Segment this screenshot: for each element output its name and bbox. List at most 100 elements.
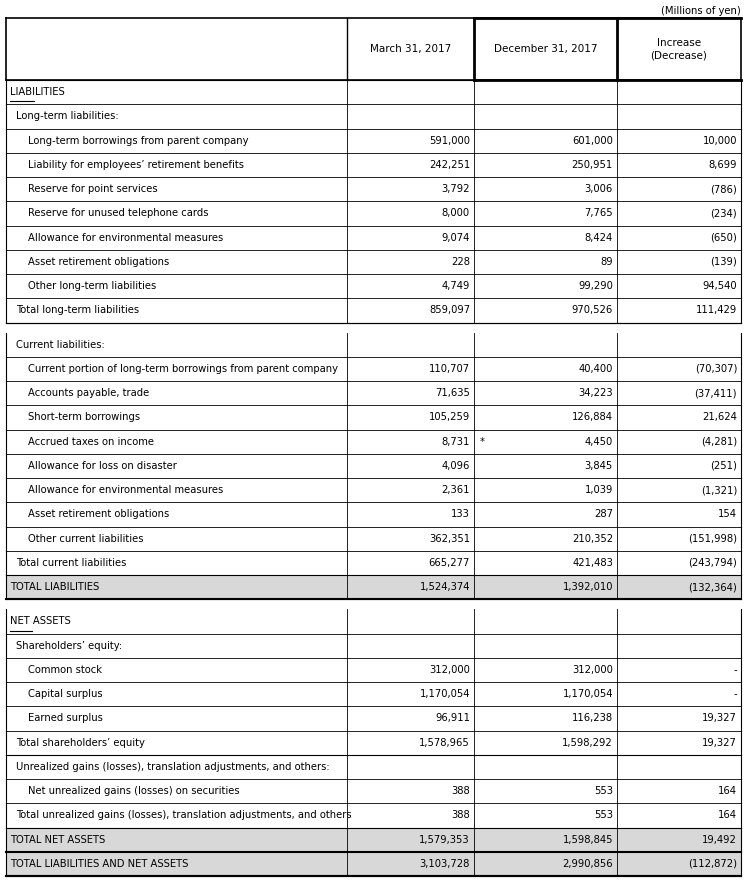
Text: 110,707: 110,707 bbox=[429, 364, 470, 374]
Text: 7,765: 7,765 bbox=[584, 208, 613, 219]
Text: Current liabilities:: Current liabilities: bbox=[16, 340, 105, 349]
Text: 312,000: 312,000 bbox=[429, 665, 470, 675]
Text: 210,352: 210,352 bbox=[572, 534, 613, 543]
Text: (37,411): (37,411) bbox=[695, 388, 737, 398]
Text: 553: 553 bbox=[594, 811, 613, 820]
Text: March 31, 2017: March 31, 2017 bbox=[370, 44, 451, 54]
Text: TOTAL LIABILITIES AND NET ASSETS: TOTAL LIABILITIES AND NET ASSETS bbox=[10, 859, 188, 869]
Text: (650): (650) bbox=[710, 233, 737, 243]
Text: 94,540: 94,540 bbox=[702, 281, 737, 291]
Text: Accounts payable, trade: Accounts payable, trade bbox=[28, 388, 149, 398]
Text: 1,598,292: 1,598,292 bbox=[562, 737, 613, 748]
Text: 1,578,965: 1,578,965 bbox=[419, 737, 470, 748]
Text: (1,321): (1,321) bbox=[701, 485, 737, 495]
Text: Unrealized gains (losses), translation adjustments, and others:: Unrealized gains (losses), translation a… bbox=[16, 762, 329, 772]
Text: -: - bbox=[734, 689, 737, 699]
Text: December 31, 2017: December 31, 2017 bbox=[494, 44, 598, 54]
Bar bbox=[6, 852, 741, 876]
Text: Other current liabilities: Other current liabilities bbox=[28, 534, 143, 543]
Text: 8,424: 8,424 bbox=[585, 233, 613, 243]
Text: Common stock: Common stock bbox=[28, 665, 102, 675]
Text: (786): (786) bbox=[710, 184, 737, 194]
Text: Asset retirement obligations: Asset retirement obligations bbox=[28, 510, 170, 519]
Text: 388: 388 bbox=[451, 786, 470, 796]
Text: Reserve for point services: Reserve for point services bbox=[28, 184, 158, 194]
Text: 242,251: 242,251 bbox=[429, 160, 470, 170]
Bar bbox=[6, 575, 741, 599]
Text: Liability for employees’ retirement benefits: Liability for employees’ retirement bene… bbox=[28, 160, 244, 170]
Text: 1,170,054: 1,170,054 bbox=[562, 689, 613, 699]
Text: -: - bbox=[734, 665, 737, 675]
Text: 665,277: 665,277 bbox=[429, 558, 470, 568]
Text: 3,103,728: 3,103,728 bbox=[420, 859, 470, 869]
Text: Total current liabilities: Total current liabilities bbox=[16, 558, 126, 568]
Text: Total shareholders’ equity: Total shareholders’ equity bbox=[16, 737, 145, 748]
Text: 89: 89 bbox=[601, 257, 613, 267]
Text: 3,792: 3,792 bbox=[441, 184, 470, 194]
Text: (112,872): (112,872) bbox=[688, 859, 737, 869]
Text: (132,364): (132,364) bbox=[688, 582, 737, 592]
Text: (251): (251) bbox=[710, 461, 737, 471]
Text: Net unrealized gains (losses) on securities: Net unrealized gains (losses) on securit… bbox=[28, 786, 240, 796]
Text: Accrued taxes on income: Accrued taxes on income bbox=[28, 437, 154, 446]
Text: (234): (234) bbox=[710, 208, 737, 219]
Text: Long-term liabilities:: Long-term liabilities: bbox=[16, 111, 119, 122]
Text: 601,000: 601,000 bbox=[572, 136, 613, 146]
Text: Reserve for unused telephone cards: Reserve for unused telephone cards bbox=[28, 208, 208, 219]
Text: 1,170,054: 1,170,054 bbox=[420, 689, 470, 699]
Text: (151,998): (151,998) bbox=[688, 534, 737, 543]
Text: 1,039: 1,039 bbox=[585, 485, 613, 495]
Text: 19,327: 19,327 bbox=[702, 737, 737, 748]
Text: 1,598,845: 1,598,845 bbox=[562, 834, 613, 845]
Text: (70,307): (70,307) bbox=[695, 364, 737, 374]
Text: 3,845: 3,845 bbox=[585, 461, 613, 471]
Text: 21,624: 21,624 bbox=[702, 413, 737, 422]
Text: 8,699: 8,699 bbox=[708, 160, 737, 170]
Text: *: * bbox=[480, 437, 485, 446]
Text: 19,327: 19,327 bbox=[702, 714, 737, 723]
Text: Increase
(Decrease): Increase (Decrease) bbox=[651, 38, 707, 60]
Text: 228: 228 bbox=[451, 257, 470, 267]
Text: 126,884: 126,884 bbox=[572, 413, 613, 422]
Text: 250,951: 250,951 bbox=[571, 160, 613, 170]
Text: 164: 164 bbox=[718, 811, 737, 820]
Bar bbox=[6, 827, 741, 852]
Text: Short-term borrowings: Short-term borrowings bbox=[28, 413, 140, 422]
Text: 859,097: 859,097 bbox=[429, 305, 470, 316]
Text: 19,492: 19,492 bbox=[702, 834, 737, 845]
Text: 10,000: 10,000 bbox=[702, 136, 737, 146]
Text: 287: 287 bbox=[594, 510, 613, 519]
Text: Asset retirement obligations: Asset retirement obligations bbox=[28, 257, 170, 267]
Text: 164: 164 bbox=[718, 786, 737, 796]
Text: 312,000: 312,000 bbox=[572, 665, 613, 675]
Text: 4,096: 4,096 bbox=[441, 461, 470, 471]
Text: 1,392,010: 1,392,010 bbox=[562, 582, 613, 592]
Text: 2,361: 2,361 bbox=[441, 485, 470, 495]
Text: Capital surplus: Capital surplus bbox=[28, 689, 102, 699]
Text: Total long-term liabilities: Total long-term liabilities bbox=[16, 305, 139, 316]
Text: 4,450: 4,450 bbox=[585, 437, 613, 446]
Text: 96,911: 96,911 bbox=[435, 714, 470, 723]
Text: 99,290: 99,290 bbox=[578, 281, 613, 291]
Text: Long-term borrowings from parent company: Long-term borrowings from parent company bbox=[28, 136, 249, 146]
Text: 8,000: 8,000 bbox=[442, 208, 470, 219]
Text: Current portion of long-term borrowings from parent company: Current portion of long-term borrowings … bbox=[28, 364, 338, 374]
Text: 388: 388 bbox=[451, 811, 470, 820]
Text: 362,351: 362,351 bbox=[429, 534, 470, 543]
Text: 116,238: 116,238 bbox=[572, 714, 613, 723]
Text: 591,000: 591,000 bbox=[429, 136, 470, 146]
Text: (139): (139) bbox=[710, 257, 737, 267]
Text: 4,749: 4,749 bbox=[441, 281, 470, 291]
Text: 111,429: 111,429 bbox=[695, 305, 737, 316]
Text: Earned surplus: Earned surplus bbox=[28, 714, 103, 723]
Text: 3,006: 3,006 bbox=[585, 184, 613, 194]
Text: (Millions of yen): (Millions of yen) bbox=[661, 6, 741, 16]
Text: 2,990,856: 2,990,856 bbox=[562, 859, 613, 869]
Text: LIABILITIES: LIABILITIES bbox=[10, 87, 65, 97]
Text: 553: 553 bbox=[594, 786, 613, 796]
Text: 421,483: 421,483 bbox=[572, 558, 613, 568]
Text: 133: 133 bbox=[451, 510, 470, 519]
Text: (4,281): (4,281) bbox=[701, 437, 737, 446]
Text: Shareholders’ equity:: Shareholders’ equity: bbox=[16, 640, 122, 651]
Text: Allowance for loss on disaster: Allowance for loss on disaster bbox=[28, 461, 177, 471]
